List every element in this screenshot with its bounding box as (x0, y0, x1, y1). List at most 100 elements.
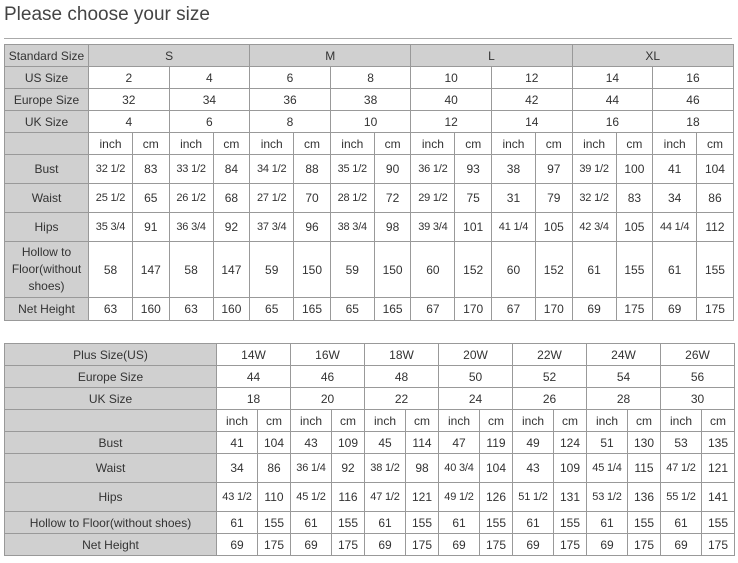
unit-cm: cm (534, 132, 573, 155)
measurement-cell: 155 (405, 511, 439, 534)
measurement-cell: 109 (331, 431, 365, 454)
measurement-cell: 160 (132, 297, 170, 321)
unit-cm: cm (257, 409, 291, 432)
row-label: Waist (4, 453, 217, 483)
measurement-cell: 114 (405, 431, 439, 454)
measurement-cell: 69 (290, 533, 332, 556)
measurement-cell: 69 (512, 533, 554, 556)
unit-cm: cm (132, 132, 170, 155)
measurement-cell: 175 (627, 533, 661, 556)
measurement-cell: 60 (410, 241, 456, 298)
row-label: Europe Size (4, 365, 217, 388)
measurement-cell: 72 (373, 183, 412, 213)
unit-inch: inch (438, 409, 480, 432)
measurement-cell: 155 (257, 511, 291, 534)
unit-inch: inch (329, 132, 375, 155)
measurement-cell: 104 (257, 431, 291, 454)
row-label: Net Height (4, 297, 89, 321)
row-label: UK Size (4, 110, 89, 133)
measurement-row: Bust 32 1/2 83 33 1/2 84 34 1/2 88 35 1/2 90 36 1… (4, 154, 734, 184)
measurement-cell: 34 1/2 (249, 154, 295, 184)
measurement-cell: 40 3/4 (438, 453, 480, 483)
measurement-row: Hips 43 1/2 110 45 1/2 116 47 1/2 121 49 1/2 126… (4, 482, 735, 512)
uk-size-cell: 16 (571, 110, 654, 133)
us-size-cell: 12 (490, 66, 573, 89)
uk-size-cell: 22 (364, 387, 439, 410)
measurement-cell: 136 (627, 482, 661, 512)
unit-inch: inch (216, 409, 258, 432)
measurement-cell: 53 1/2 (586, 482, 628, 512)
measurement-cell: 61 (512, 511, 554, 534)
measurement-cell: 53 (660, 431, 702, 454)
us-size-cell: 10 (410, 66, 492, 89)
measurement-cell: 61 (438, 511, 480, 534)
measurement-cell: 175 (257, 533, 291, 556)
measurement-cell: 175 (331, 533, 365, 556)
measurement-cell: 34 (216, 453, 258, 483)
unit-inch: inch (290, 409, 332, 432)
measurement-cell: 150 (293, 241, 331, 298)
unit-inch: inch (168, 132, 214, 155)
europe-size-cell: 44 (571, 88, 654, 111)
unit-inch: inch (512, 409, 554, 432)
unit-inch: inch (490, 132, 536, 155)
measurement-cell: 41 1/4 (490, 212, 536, 242)
europe-size-cell: 46 (290, 365, 365, 388)
measurement-cell: 69 (586, 533, 628, 556)
measurement-cell: 105 (615, 212, 654, 242)
measurement-cell: 100 (615, 154, 654, 184)
europe-size-cell: 36 (249, 88, 331, 111)
us-size-cell: 16W (290, 343, 365, 366)
us-size-cell: 8 (329, 66, 412, 89)
measurement-cell: 69 (652, 297, 698, 321)
standard-size-cell: S (87, 44, 251, 67)
measurement-cell: 83 (132, 154, 170, 184)
measurement-row: Bust 41 104 43 109 45 114 47 119 49 124 51 130 53 135 (4, 431, 735, 454)
measurement-cell: 36 3/4 (168, 212, 214, 242)
europe-size-cell: 54 (586, 365, 661, 388)
measurement-cell: 61 (652, 241, 698, 298)
uk-size-cell: 4 (88, 110, 170, 133)
us-size-cell: 16 (652, 66, 734, 89)
measurement-cell: 28 1/2 (329, 183, 375, 213)
measurement-cell: 75 (454, 183, 492, 213)
measurement-cell: 32 1/2 (571, 183, 617, 213)
unit-row: inch cm inch cm inch cm inch cm inch cm inch cm inch… (4, 409, 735, 432)
uk-size-cell: 18 (216, 387, 291, 410)
measurement-row: Hips 35 3/4 91 36 3/4 92 37 3/4 96 38 3/4 98 39 3… (4, 212, 734, 242)
us-size-cell: 18W (364, 343, 439, 366)
measurement-cell: 91 (132, 212, 170, 242)
measurement-cell: 31 (490, 183, 536, 213)
measurement-cell: 110 (257, 482, 291, 512)
measurement-cell: 97 (534, 154, 573, 184)
measurement-cell: 68 (212, 183, 251, 213)
measurement-cell: 41 (216, 431, 258, 454)
unit-cm: cm (212, 132, 251, 155)
unit-cm: cm (696, 132, 734, 155)
us-size-row: Plus Size(US) 14W 16W 18W 20W 22W 24W 26W (4, 343, 735, 366)
unit-inch: inch (652, 132, 698, 155)
measurement-cell: 83 (615, 183, 654, 213)
measurement-cell: 147 (212, 241, 251, 298)
uk-size-row: UK Size 18 20 22 24 26 28 30 (4, 387, 735, 410)
measurement-cell: 61 (290, 511, 332, 534)
row-label (4, 409, 217, 432)
measurement-cell: 147 (132, 241, 170, 298)
us-size-cell: 2 (88, 66, 170, 89)
row-label (4, 132, 89, 155)
unit-cm: cm (615, 132, 654, 155)
measurement-cell: 101 (454, 212, 492, 242)
measurement-cell: 36 1/2 (410, 154, 456, 184)
measurement-cell: 121 (405, 482, 439, 512)
measurement-cell: 165 (293, 297, 331, 321)
row-label: Standard Size (4, 44, 89, 67)
row-label: Net Height (4, 533, 217, 556)
measurement-cell: 86 (696, 183, 734, 213)
us-size-cell: 22W (512, 343, 587, 366)
measurement-cell: 60 (490, 241, 536, 298)
europe-size-cell: 34 (168, 88, 251, 111)
measurement-row: Net Height 63 160 63 160 65 165 65 165 67 170 67 170… (4, 297, 734, 321)
unit-cm: cm (553, 409, 587, 432)
europe-size-cell: 44 (216, 365, 291, 388)
measurement-cell: 86 (257, 453, 291, 483)
